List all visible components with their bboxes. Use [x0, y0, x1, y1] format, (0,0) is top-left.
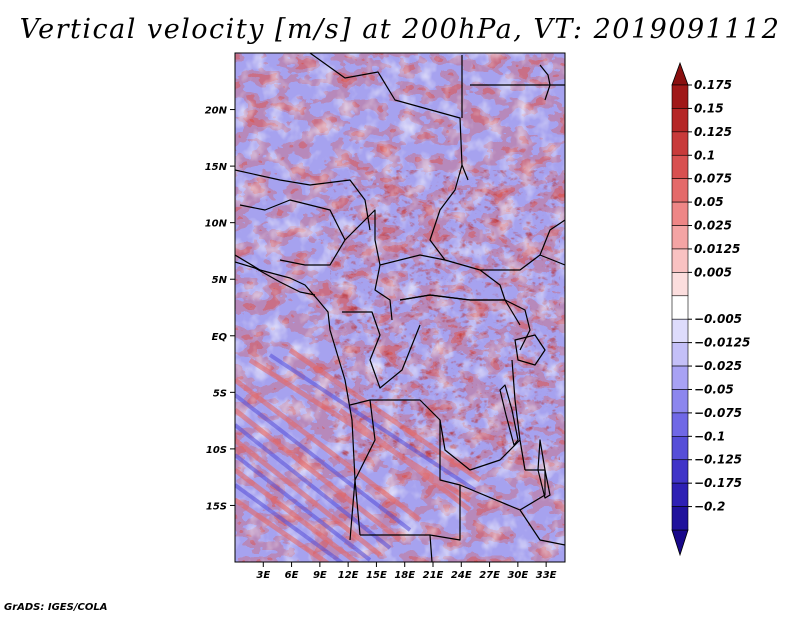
lake-malawi — [537, 439, 551, 499]
lat-tick-label-5: 5S — [213, 388, 227, 399]
longitude-axis: 3E 6E 9E 12E 15E 18E 21E 24E 27E 30E 33E — [256, 562, 557, 581]
drc-north-border — [399, 294, 521, 326]
lon-tick-label-1: 6E — [285, 570, 299, 581]
east-africa-lakes — [511, 359, 526, 471]
colorbar-label-0: 0.175 — [694, 78, 732, 92]
colorbar-swatch-5 — [671, 201, 689, 226]
wave-streaks — [235, 347, 482, 562]
niger-chad-border — [235, 169, 371, 231]
colorbar-top-arrow — [671, 61, 689, 86]
mozambique-border — [519, 509, 565, 546]
colorbar-swatch-11 — [671, 342, 689, 367]
plot-frame — [234, 52, 566, 563]
west-coast — [235, 254, 356, 541]
colorbar-swatch-10 — [671, 318, 689, 343]
colorbar-label-12: −0.025 — [694, 359, 742, 373]
lon-tick-label-10: 33E — [536, 570, 557, 581]
colorbar-label-5: 0.05 — [694, 195, 724, 209]
colorbar-swatch-14 — [671, 412, 689, 437]
colorbar-label-1: 0.15 — [694, 101, 724, 115]
lon-tick-label-2: 9E — [313, 570, 327, 581]
lon-tick-label-8: 27E — [479, 570, 500, 581]
lat-tick-label-1: 15N — [205, 162, 228, 173]
colorbar-label-11: −0.0125 — [694, 336, 750, 350]
colorbar-label-2: 0.125 — [694, 125, 732, 139]
drc-west-border — [342, 311, 421, 389]
colorbar-swatch-0 — [671, 84, 689, 109]
lat-tick-label-4: EQ — [212, 332, 228, 343]
colorbar-swatch-13 — [671, 389, 689, 414]
namibia-border — [360, 534, 433, 562]
colorbar-swatch-9 — [671, 295, 689, 320]
chad-sudan-border — [429, 164, 463, 261]
lon-tick-label-7: 24E — [451, 570, 472, 581]
colorbar-swatch-2 — [671, 131, 689, 156]
colorbar-legend: 0.175 0.15 0.125 0.1 0.075 0.05 0.025 0.0125 0.0… — [671, 61, 750, 557]
drc-south-border — [370, 399, 521, 471]
colorbar-label-6: 0.025 — [694, 219, 732, 233]
nigeria-border — [239, 199, 346, 266]
lon-tick-label-3: 12E — [338, 570, 359, 581]
lat-tick-label-0: 20N — [205, 106, 228, 117]
latitude-axis: 20N 15N 10N 5N EQ 5S 10S 15S — [205, 106, 235, 512]
colorbar-swatch-4 — [671, 178, 689, 203]
colorbar-bottom-arrow — [671, 529, 689, 557]
colorbar-swatch-7 — [671, 248, 689, 273]
lat-tick-label-7: 15S — [206, 501, 227, 512]
field-near-zero-patches — [235, 53, 565, 562]
colorbar-swatch-6 — [671, 225, 689, 250]
colorbar-swatch-17 — [671, 482, 689, 507]
lon-tick-label-6: 21E — [423, 570, 444, 581]
lake-tanganyika — [499, 384, 519, 446]
ethiopia-border — [539, 219, 565, 256]
angola-border — [349, 399, 376, 536]
lake-victoria — [514, 334, 546, 366]
colorbar-swatch-12 — [671, 365, 689, 390]
colorbar-swatch-15 — [671, 436, 689, 461]
east-coast-horn — [539, 64, 551, 101]
colorbar-label-7: 0.0125 — [694, 242, 740, 256]
lon-tick-label-4: 15E — [366, 570, 387, 581]
colorbar-label-10: −0.005 — [694, 312, 742, 326]
colorbar-label-15: −0.1 — [694, 429, 725, 443]
lon-tick-label-5: 18E — [394, 570, 415, 581]
south-sudan-border — [480, 254, 565, 271]
map-plot-area — [235, 53, 565, 562]
grads-credit: GrADS: IGES/COLA — [4, 602, 108, 613]
colorbar-label-14: −0.075 — [694, 406, 742, 420]
colorbar-label-8: 0.005 — [694, 265, 732, 279]
colorbar-label-4: 0.075 — [694, 172, 732, 186]
colorbar-swatch-3 — [671, 154, 689, 179]
gulf-of-guinea-coast — [235, 261, 316, 296]
country-borders — [235, 53, 565, 562]
colorbar-label-13: −0.05 — [694, 382, 734, 396]
lon-tick-label-9: 30E — [507, 570, 528, 581]
lat-tick-label-6: 10S — [206, 445, 227, 456]
colorbar-label-3: 0.1 — [694, 148, 715, 162]
colorbar-label-17: −0.175 — [694, 476, 742, 490]
colorbar-swatch-8 — [671, 272, 689, 297]
colorbar-label-18: −0.2 — [694, 500, 725, 514]
uganda-border — [504, 299, 531, 351]
colorbar-swatch-1 — [671, 108, 689, 133]
map-title: Vertical velocity [m/s] at 200hPa, VT: 2… — [19, 14, 781, 45]
colorbar-swatch-18 — [671, 506, 689, 531]
colorbar-swatch-16 — [671, 459, 689, 484]
colorbar-label-16: −0.125 — [694, 453, 742, 467]
lon-tick-label-0: 3E — [256, 570, 270, 581]
lat-tick-label-2: 10N — [205, 219, 228, 230]
lat-tick-label-3: 5N — [212, 275, 228, 286]
